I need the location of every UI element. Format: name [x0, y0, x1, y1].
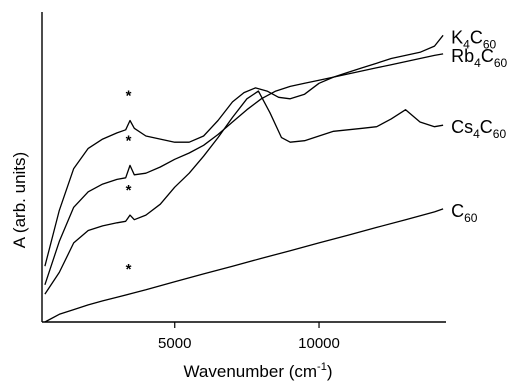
x-axis-title: Wavenumber (cm-1): [184, 361, 333, 381]
series-label-rb4c60: Rb4C60: [451, 46, 507, 70]
series-line-cs4c60: [44, 90, 444, 295]
peak-marker: *: [126, 182, 132, 199]
peak-markers: * * * *: [126, 87, 132, 278]
x-ticks: 5000 10000: [158, 322, 340, 352]
x-axis-title-main: Wavenumber (cm: [184, 362, 318, 381]
series-label-k4c60: K4C60: [451, 27, 496, 51]
y-axis-title: A (arb. units): [10, 152, 29, 248]
plot-lines: [44, 34, 444, 323]
x-tick-label: 10000: [298, 335, 340, 352]
series-label-cs4c60: Cs4C60: [451, 117, 506, 141]
x-tick-label: 5000: [158, 335, 191, 352]
x-axis-title-sup: -1: [317, 361, 327, 373]
peak-marker: *: [126, 87, 132, 104]
peak-marker: *: [126, 132, 132, 149]
series-line-rb4c60: [44, 53, 444, 286]
x-axis-title-end: ): [327, 362, 333, 381]
series-line-c60: [44, 208, 444, 323]
series-label-c60: C60: [451, 201, 478, 225]
peak-marker: *: [126, 261, 132, 278]
series-line-k4c60: [44, 34, 444, 267]
